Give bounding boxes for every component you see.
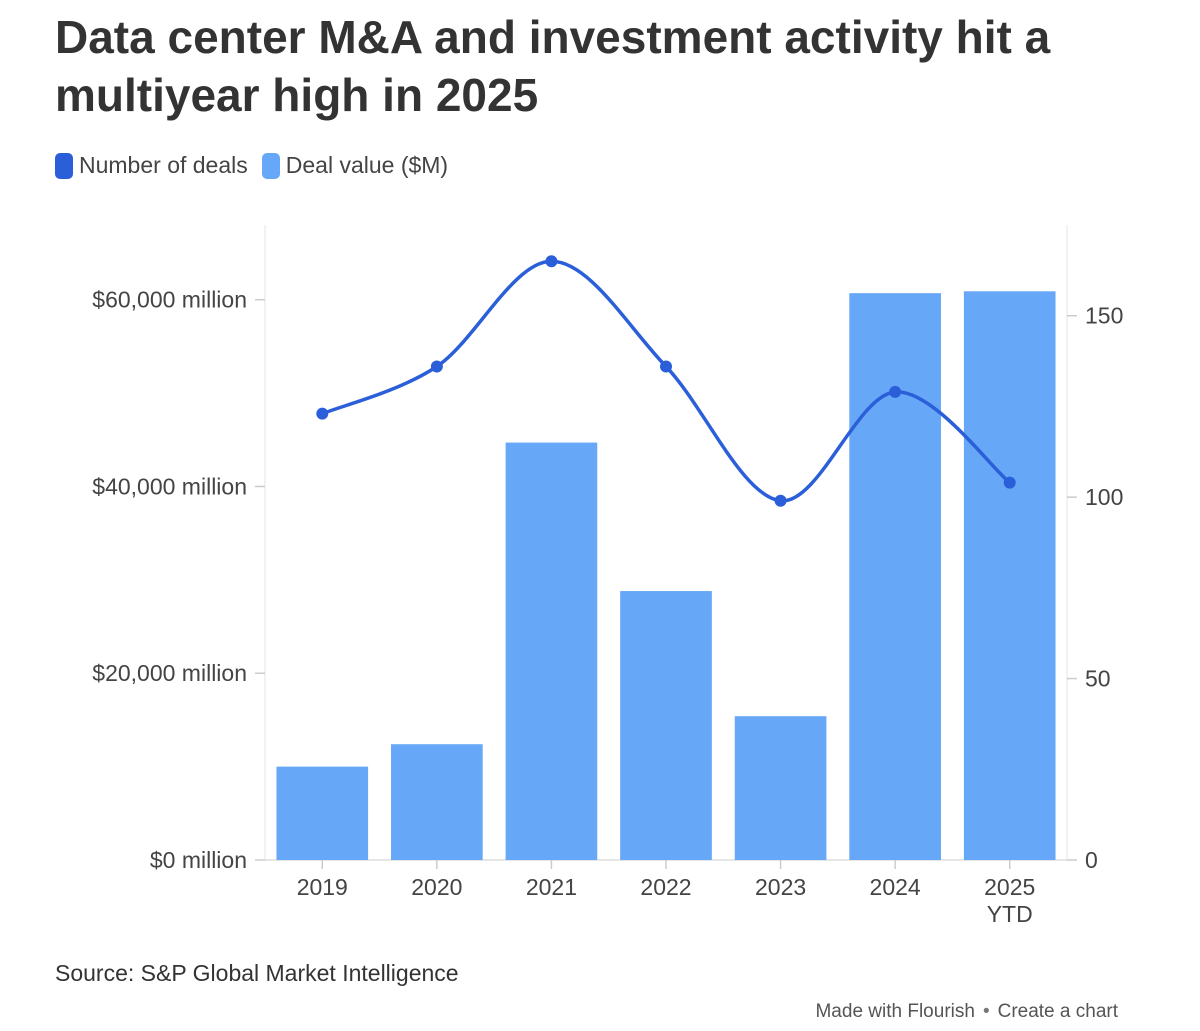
legend: Number of deals Deal value ($M) (55, 152, 462, 179)
left-tick-label: $0 million (150, 847, 247, 873)
x-tick-label: 2020 (411, 874, 462, 900)
source-note: Source: S&P Global Market Intelligence (55, 960, 459, 986)
legend-swatch-number-of-deals (55, 152, 73, 179)
legend-swatch-deal-value (261, 152, 280, 179)
right-tick-label: 50 (1085, 666, 1111, 692)
x-tick-label: 2021 (526, 874, 577, 900)
left-tick-label: $20,000 million (92, 660, 247, 686)
x-tick-label: 2024 (870, 874, 921, 900)
legend-item-number-of-deals[interactable]: Number of deals (55, 152, 248, 179)
point-number-of-deals (316, 407, 329, 420)
bar-deal-value (505, 442, 598, 860)
point-number-of-deals (430, 360, 443, 373)
x-tick-label: YTD (987, 901, 1033, 927)
x-tick-label: 2022 (640, 874, 691, 900)
point-number-of-deals (545, 255, 558, 268)
bar-deal-value (276, 766, 369, 860)
legend-label-number-of-deals: Number of deals (79, 152, 248, 178)
point-number-of-deals (660, 360, 672, 373)
left-tick-label: $40,000 million (92, 473, 247, 499)
right-tick-label: 100 (1085, 484, 1123, 510)
point-number-of-deals (889, 385, 902, 398)
x-tick-label: 2019 (297, 874, 348, 900)
x-tick-label: 2025 (984, 874, 1035, 900)
right-tick-label: 0 (1085, 847, 1098, 873)
legend-label-deal-value: Deal value ($M) (285, 152, 449, 178)
bar-deal-value (849, 293, 941, 860)
x-tick-label: 2023 (755, 874, 806, 900)
footer-separator: • (982, 1001, 990, 1022)
point-number-of-deals (1003, 476, 1016, 489)
right-tick-label: 150 (1085, 303, 1123, 329)
bar-deal-value (620, 591, 712, 860)
bar-deal-value (963, 291, 1056, 860)
left-tick-label: $60,000 million (92, 287, 247, 313)
bar-deal-value (391, 744, 483, 860)
legend-item-deal-value[interactable]: Deal value ($M) (261, 152, 449, 179)
bar-deal-value (734, 716, 827, 860)
create-chart-link[interactable]: Create a chart (997, 1001, 1118, 1022)
footer: Made with Flourish • Create a chart (815, 1001, 1118, 1023)
point-number-of-deals (774, 494, 787, 507)
made-with-flourish-link[interactable]: Made with Flourish (815, 1001, 975, 1022)
chart-title: Data center M&A and investment activity … (55, 11, 1051, 121)
